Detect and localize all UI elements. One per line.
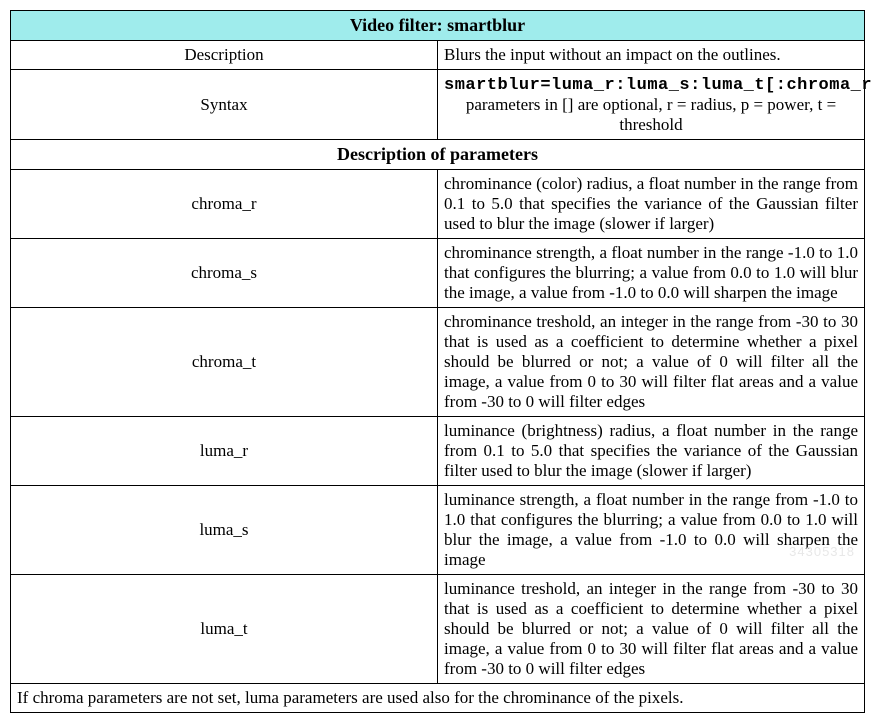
param-name: chroma_r	[11, 170, 438, 239]
param-row: luma_r luminance (brightness) radius, a …	[11, 417, 865, 486]
param-row: chroma_r chrominance (color) radius, a f…	[11, 170, 865, 239]
param-desc: chrominance treshold, an integer in the …	[438, 308, 865, 417]
syntax-label: Syntax	[11, 70, 438, 140]
table-title: Video filter: smartblur	[11, 11, 865, 41]
description-text: Blurs the input without an impact on the…	[438, 41, 865, 70]
param-desc: luminance treshold, an integer in the ra…	[438, 575, 865, 684]
syntax-code: smartblur=luma_r:luma_s:luma_t[:chroma_r…	[444, 76, 875, 95]
param-name: chroma_s	[11, 239, 438, 308]
param-row: chroma_s chrominance strength, a float n…	[11, 239, 865, 308]
param-desc: chrominance (color) radius, a float numb…	[438, 170, 865, 239]
param-desc: chrominance strength, a float number in …	[438, 239, 865, 308]
param-row: luma_t luminance treshold, an integer in…	[11, 575, 865, 684]
description-label: Description	[11, 41, 438, 70]
filter-doc-table: Video filter: smartblur Description Blur…	[10, 10, 865, 713]
param-row: chroma_t chrominance treshold, an intege…	[11, 308, 865, 417]
syntax-cell: smartblur=luma_r:luma_s:luma_t[:chroma_r…	[438, 70, 865, 140]
footer-note: If chroma parameters are not set, luma p…	[11, 684, 865, 713]
param-name: luma_r	[11, 417, 438, 486]
param-desc: luminance (brightness) radius, a float n…	[438, 417, 865, 486]
param-name: luma_s	[11, 486, 438, 575]
parameters-section-header: Description of parameters	[11, 140, 865, 170]
param-name: chroma_t	[11, 308, 438, 417]
param-desc: luminance strength, a float number in th…	[438, 486, 865, 575]
param-name: luma_t	[11, 575, 438, 684]
param-row: luma_s luminance strength, a float numbe…	[11, 486, 865, 575]
syntax-note: parameters in [] are optional, r = radiu…	[466, 95, 836, 134]
